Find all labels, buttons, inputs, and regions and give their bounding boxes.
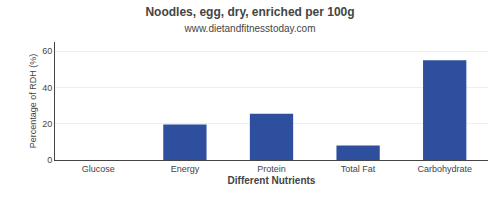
svg-text:40: 40: [42, 83, 52, 93]
svg-text:Glucose: Glucose: [82, 164, 115, 174]
svg-text:Percentage of RDH (%): Percentage of RDH (%): [28, 54, 38, 149]
svg-text:Total Fat: Total Fat: [341, 164, 376, 174]
svg-text:20: 20: [42, 119, 52, 129]
svg-text:60: 60: [42, 46, 52, 56]
svg-text:Different Nutrients: Different Nutrients: [228, 175, 316, 186]
svg-text:Noodles, egg, dry, enriched pe: Noodles, egg, dry, enriched per 100gwww.…: [145, 5, 354, 34]
svg-text:Carbohydrate: Carbohydrate: [417, 164, 472, 174]
svg-text:Protein: Protein: [257, 164, 286, 174]
svg-text:Energy: Energy: [171, 164, 200, 174]
svg-text:0: 0: [47, 155, 52, 165]
